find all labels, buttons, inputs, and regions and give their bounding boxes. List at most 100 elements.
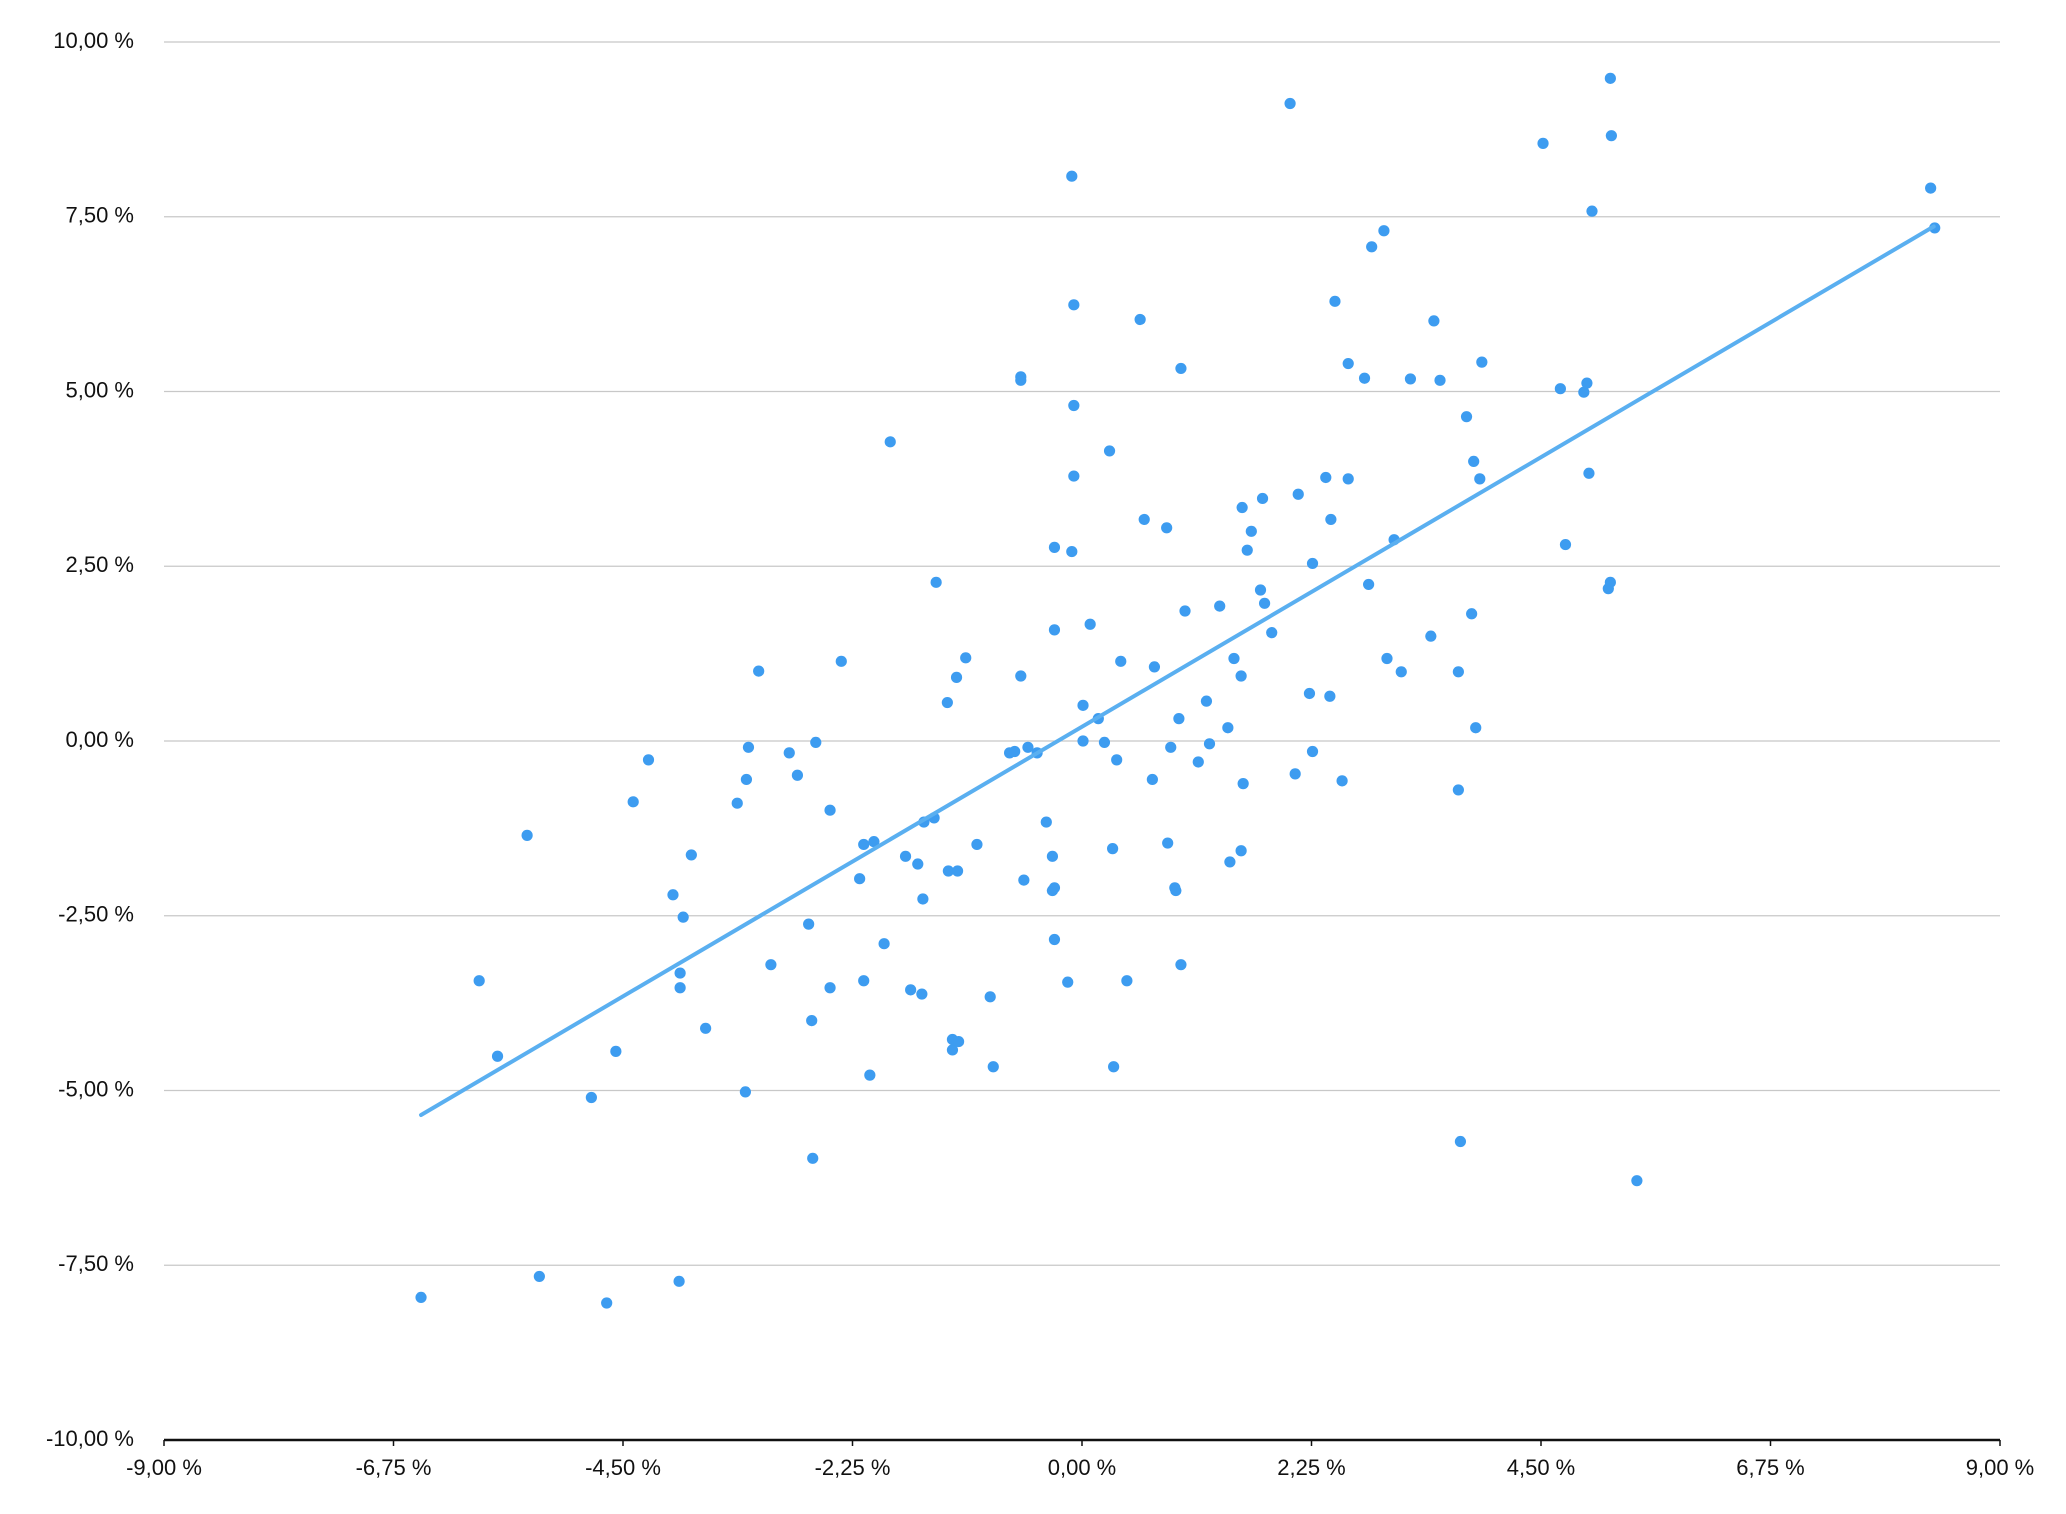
point	[740, 773, 753, 786]
x-tick-label: -4,50 %	[585, 1455, 661, 1480]
y-tick-label: -2,50 %	[58, 902, 134, 927]
point	[1175, 959, 1187, 971]
x-tick-label: 6,75 %	[1736, 1455, 1805, 1480]
point	[1066, 545, 1078, 558]
point	[1254, 584, 1267, 596]
point	[1009, 745, 1021, 758]
point	[1018, 874, 1030, 886]
point	[1604, 72, 1616, 84]
point	[1068, 470, 1080, 482]
point	[1148, 661, 1161, 673]
point	[1015, 374, 1027, 386]
point	[1342, 473, 1354, 485]
y-tick-label: -7,50 %	[58, 1251, 134, 1276]
point	[807, 1152, 819, 1164]
point	[858, 975, 870, 987]
point	[1015, 670, 1027, 682]
point	[627, 796, 639, 808]
point	[835, 655, 847, 667]
point	[1146, 773, 1158, 786]
point	[1358, 372, 1371, 384]
point	[1476, 356, 1488, 368]
x-tick-label: -6,75 %	[356, 1455, 432, 1480]
point	[952, 1035, 965, 1048]
point	[1554, 383, 1566, 395]
point	[1222, 722, 1234, 734]
point	[1048, 933, 1061, 946]
point	[1236, 501, 1248, 514]
point	[1452, 784, 1464, 796]
point	[1179, 605, 1191, 617]
point	[677, 911, 689, 923]
point	[960, 652, 972, 664]
point	[1203, 738, 1216, 750]
point	[1366, 241, 1378, 253]
point	[946, 1044, 959, 1056]
point	[1108, 1061, 1120, 1073]
point	[585, 1091, 597, 1104]
point	[1434, 374, 1446, 386]
point	[765, 959, 777, 971]
point	[1084, 618, 1096, 630]
point	[1241, 544, 1253, 556]
point	[1583, 467, 1595, 479]
point	[1162, 837, 1174, 849]
point	[1266, 627, 1278, 639]
point	[1235, 670, 1247, 682]
point	[1342, 357, 1354, 370]
point	[1077, 699, 1089, 711]
point	[1324, 690, 1336, 702]
point	[1048, 624, 1061, 636]
point	[810, 736, 822, 748]
point	[1925, 182, 1937, 194]
point	[1138, 513, 1150, 526]
point	[1325, 513, 1337, 526]
point	[858, 838, 870, 851]
point	[742, 741, 755, 753]
point	[1537, 137, 1549, 149]
x-tick-label: -9,00 %	[126, 1455, 202, 1480]
point	[739, 1086, 752, 1098]
point	[1454, 1135, 1467, 1148]
point	[1306, 557, 1319, 570]
point	[1237, 778, 1249, 790]
point	[1470, 722, 1482, 734]
point	[1077, 735, 1089, 747]
point	[868, 836, 880, 848]
point	[1022, 741, 1034, 753]
point	[1040, 816, 1052, 828]
point	[824, 982, 836, 994]
point	[1306, 745, 1319, 758]
point	[1068, 399, 1080, 412]
point	[984, 991, 996, 1003]
point	[1121, 975, 1133, 987]
point	[1363, 578, 1375, 591]
point	[1103, 445, 1116, 457]
point	[1134, 313, 1146, 326]
point	[791, 769, 804, 781]
point	[1586, 205, 1598, 217]
point	[1631, 1175, 1643, 1187]
point	[1107, 843, 1119, 855]
point	[1161, 522, 1173, 534]
point	[987, 1061, 999, 1073]
point	[1224, 856, 1236, 868]
point	[806, 1015, 818, 1027]
point	[1381, 652, 1393, 665]
point	[905, 984, 917, 996]
point	[1048, 882, 1061, 894]
point	[1428, 315, 1440, 327]
point	[1395, 666, 1407, 678]
point	[1170, 884, 1182, 897]
point	[1245, 525, 1257, 537]
point	[521, 829, 533, 841]
point	[1175, 362, 1187, 375]
point	[950, 671, 963, 683]
point	[824, 804, 836, 816]
point	[1173, 713, 1185, 725]
point	[1235, 845, 1247, 857]
point	[491, 1050, 504, 1062]
point	[610, 1045, 622, 1057]
point	[1292, 488, 1304, 500]
point	[1578, 386, 1590, 398]
